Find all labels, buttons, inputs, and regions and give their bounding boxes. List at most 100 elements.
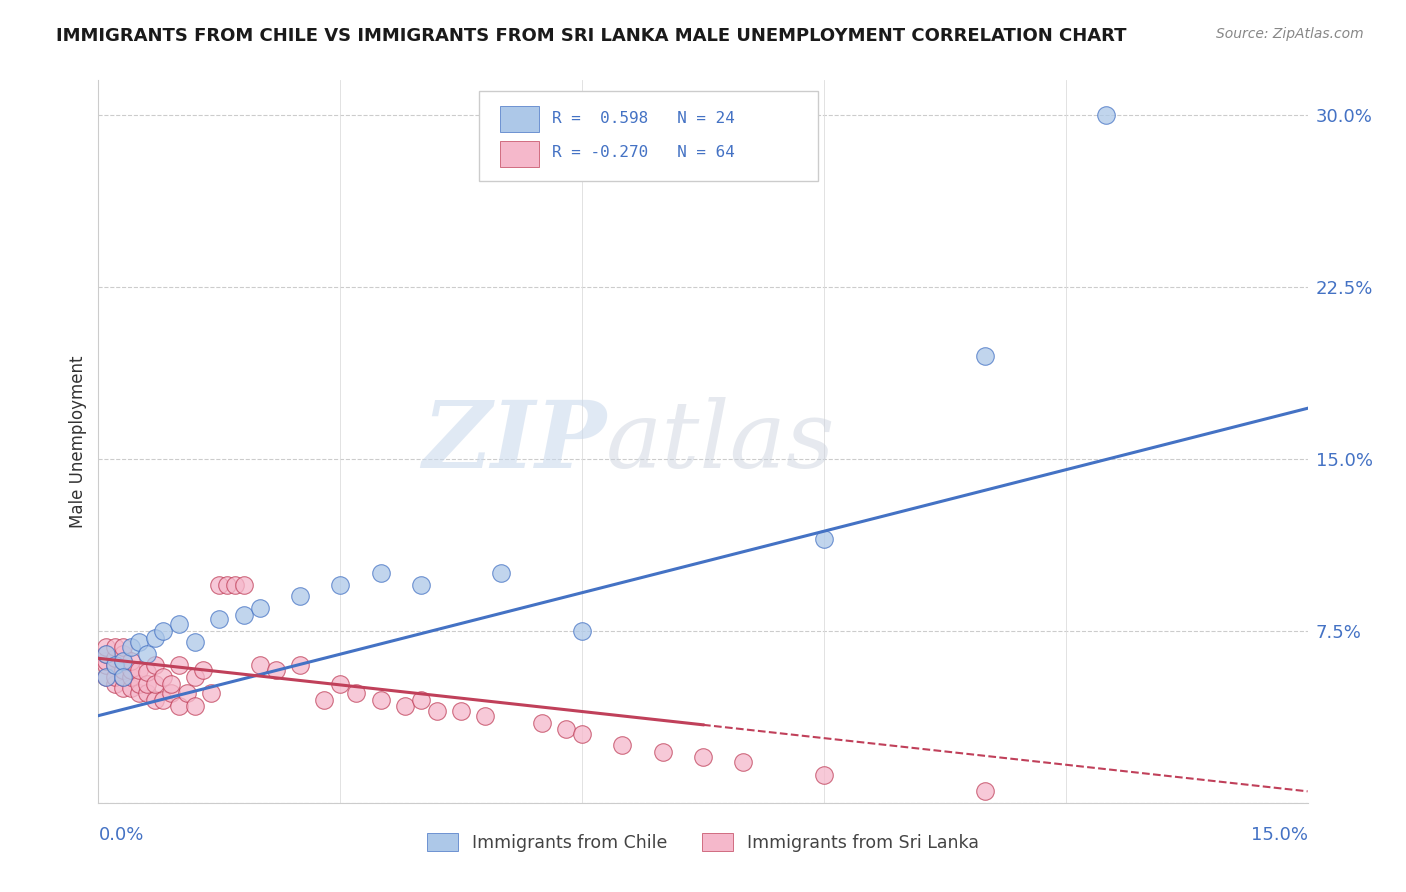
Text: 0.0%: 0.0% <box>98 826 143 844</box>
Legend: Immigrants from Chile, Immigrants from Sri Lanka: Immigrants from Chile, Immigrants from S… <box>420 827 986 859</box>
Point <box>103 658 125 673</box>
Point <box>96 654 118 668</box>
Point <box>103 651 125 665</box>
Point <box>217 578 239 592</box>
Point <box>120 640 142 654</box>
Point <box>409 578 432 592</box>
Point <box>160 676 183 690</box>
Point <box>128 663 150 677</box>
Point <box>692 750 714 764</box>
Text: IMMIGRANTS FROM CHILE VS IMMIGRANTS FROM SRI LANKA MALE UNEMPLOYMENT CORRELATION: IMMIGRANTS FROM CHILE VS IMMIGRANTS FROM… <box>56 27 1126 45</box>
Point <box>288 658 311 673</box>
Point <box>249 658 271 673</box>
Point <box>571 727 593 741</box>
Point <box>96 670 118 684</box>
Point <box>111 681 134 695</box>
Point <box>111 647 134 661</box>
Point <box>152 692 174 706</box>
Point <box>111 670 134 684</box>
Text: Source: ZipAtlas.com: Source: ZipAtlas.com <box>1216 27 1364 41</box>
Point <box>103 676 125 690</box>
Point <box>314 692 336 706</box>
Point <box>370 566 392 581</box>
Point <box>111 654 134 668</box>
Point <box>111 663 134 677</box>
Point <box>167 658 190 673</box>
Point <box>103 640 125 654</box>
Point <box>111 670 134 684</box>
Point <box>571 624 593 638</box>
Point <box>128 686 150 700</box>
Point <box>176 686 198 700</box>
Point <box>120 681 142 695</box>
Point <box>135 647 157 661</box>
Point <box>135 676 157 690</box>
Point <box>160 686 183 700</box>
Point <box>128 676 150 690</box>
Point <box>232 607 254 622</box>
Point <box>450 704 472 718</box>
Point <box>530 715 553 730</box>
Point <box>135 686 157 700</box>
Text: 15.0%: 15.0% <box>1250 826 1308 844</box>
Point <box>733 755 755 769</box>
Point <box>120 654 142 668</box>
Point <box>135 665 157 679</box>
Point <box>426 704 449 718</box>
Point <box>329 676 352 690</box>
Point <box>152 670 174 684</box>
Text: atlas: atlas <box>606 397 835 486</box>
Point <box>249 600 271 615</box>
Point <box>612 739 634 753</box>
Point <box>128 635 150 649</box>
Point <box>143 658 166 673</box>
Point <box>208 578 231 592</box>
Point <box>208 612 231 626</box>
Point <box>200 686 222 700</box>
Point <box>111 640 134 654</box>
FancyBboxPatch shape <box>501 141 538 167</box>
Point <box>1095 108 1118 122</box>
Point <box>96 658 118 673</box>
Point <box>184 670 207 684</box>
Point <box>184 635 207 649</box>
Point <box>491 566 513 581</box>
Point <box>224 578 246 592</box>
Point <box>103 670 125 684</box>
Point <box>96 640 118 654</box>
Point <box>96 670 118 684</box>
Point <box>120 670 142 684</box>
Point <box>974 349 997 363</box>
Point <box>96 647 118 661</box>
Point <box>96 647 118 661</box>
Point <box>394 699 416 714</box>
Point <box>370 692 392 706</box>
Point <box>409 692 432 706</box>
FancyBboxPatch shape <box>479 91 818 181</box>
Point <box>555 723 578 737</box>
Point <box>651 745 673 759</box>
Text: R = -0.270   N = 64: R = -0.270 N = 64 <box>551 145 735 160</box>
Point <box>974 784 997 798</box>
Point <box>232 578 254 592</box>
Point <box>167 616 190 631</box>
Point <box>143 631 166 645</box>
Point <box>120 663 142 677</box>
Text: R =  0.598   N = 24: R = 0.598 N = 24 <box>551 112 735 126</box>
Point <box>152 624 174 638</box>
Point <box>264 663 287 677</box>
Point <box>184 699 207 714</box>
Y-axis label: Male Unemployment: Male Unemployment <box>69 355 87 528</box>
Point <box>167 699 190 714</box>
Point <box>288 590 311 604</box>
Point <box>143 676 166 690</box>
Point <box>344 686 367 700</box>
Point <box>474 708 496 723</box>
Point <box>111 654 134 668</box>
Text: ZIP: ZIP <box>422 397 606 486</box>
Point <box>143 692 166 706</box>
Point <box>813 532 835 546</box>
Point <box>193 663 215 677</box>
FancyBboxPatch shape <box>501 106 538 132</box>
Point <box>329 578 352 592</box>
